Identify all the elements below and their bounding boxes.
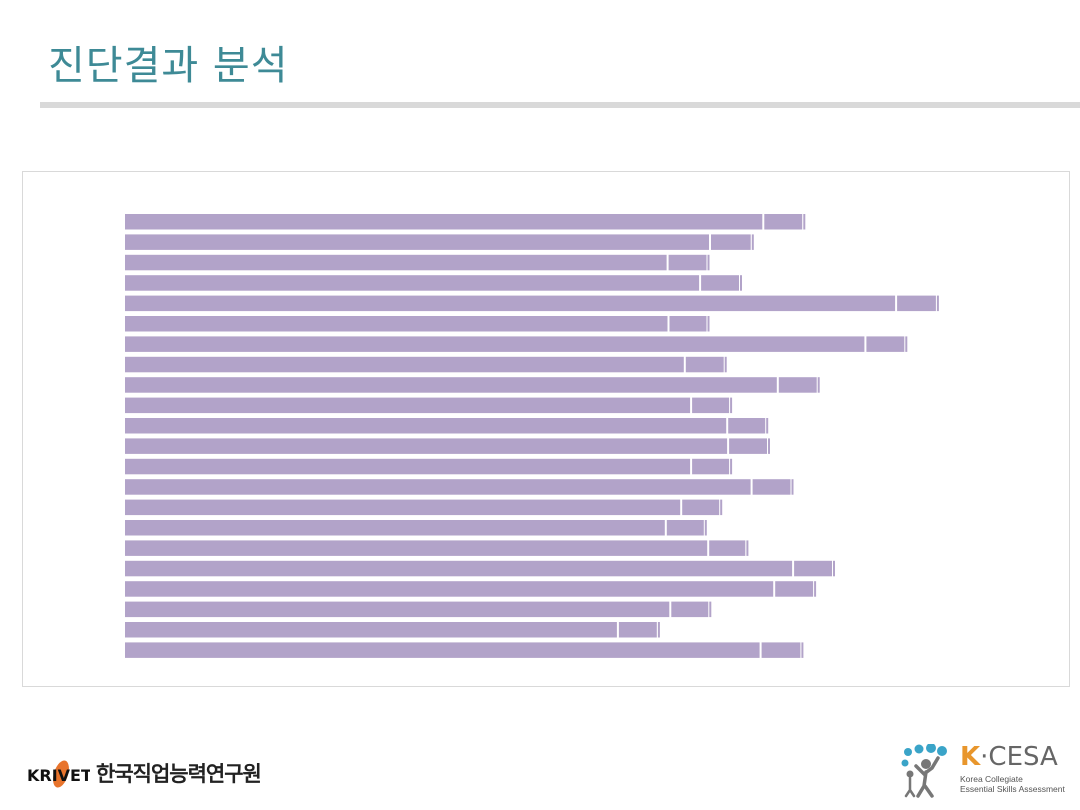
bar-row-10-segment-1	[125, 397, 691, 414]
bar-row-12-end-tick	[768, 438, 770, 454]
title-underline	[40, 102, 1080, 108]
bar-row-16-segment-1	[125, 520, 665, 536]
bar-row-15-segment-2	[682, 499, 720, 516]
bar-row-15-end-tick	[720, 499, 723, 516]
chart-frame	[22, 171, 1070, 687]
bar-row-8-end-tick	[724, 356, 727, 373]
bar-row-16-end-tick	[704, 520, 707, 536]
krivet-name: 한국직업능력연구원	[96, 762, 262, 786]
bar-row-14-segment-2	[752, 479, 791, 495]
bar-row-6-segment-1	[125, 316, 668, 332]
kcesa-name: K·CESA	[960, 744, 1058, 770]
krivet-logo: KRIVET	[27, 760, 90, 788]
bar-row-22-segment-1	[125, 642, 760, 658]
bar-row-2-segment-1	[125, 234, 709, 250]
bar-row-15-segment-1	[125, 499, 681, 516]
kcesa-footer: K·CESA Korea Collegiate Essential Skills…	[898, 742, 1073, 800]
bar-row-7-segment-2	[866, 336, 905, 352]
bar-row-2-end-tick	[751, 234, 754, 250]
bar-row-4-segment-1	[125, 275, 700, 291]
bar-row-3-end-tick	[707, 254, 710, 271]
bar-row-18-segment-2	[794, 560, 832, 577]
bar-row-20-segment-1	[125, 601, 670, 618]
bar-row-14-end-tick	[791, 479, 794, 495]
bar-row-17-end-tick	[746, 540, 749, 556]
bar-row-5-segment-2	[897, 295, 936, 312]
bar-row-6-segment-2	[669, 316, 707, 332]
kcesa-people-icon	[901, 744, 947, 798]
bar-row-13-segment-2	[692, 458, 730, 475]
bar-row-4-segment-2	[701, 275, 739, 291]
bar-row-19-segment-1	[125, 581, 774, 597]
bar-row-7-end-tick	[905, 336, 908, 352]
bar-row-12-segment-2	[729, 438, 767, 454]
bar-row-12-segment-1	[125, 438, 728, 454]
bar-row-21-segment-2	[618, 622, 657, 638]
bar-row-10-segment-2	[692, 397, 730, 414]
bar-row-1-segment-2	[764, 214, 803, 230]
bar-row-16-segment-2	[666, 520, 704, 536]
bar-row-13-end-tick	[730, 458, 733, 475]
bar-row-22-segment-2	[761, 642, 801, 658]
bar-row-20-end-tick	[709, 601, 712, 618]
page-title: 진단결과 분석	[48, 43, 289, 89]
bar-row-2-segment-2	[711, 234, 751, 250]
bar-row-10-end-tick	[730, 397, 733, 414]
bar-row-9-segment-2	[778, 377, 817, 393]
bar-chart	[125, 214, 939, 658]
bar-row-13-segment-1	[125, 458, 691, 475]
krivet-footer: KRIVET 한국직업능력연구원	[26, 755, 262, 791]
bar-row-8-segment-2	[685, 356, 724, 373]
bar-row-9-segment-1	[125, 377, 777, 393]
bar-row-17-segment-1	[125, 540, 708, 556]
bar-row-4-end-tick	[740, 275, 742, 291]
bar-row-7-segment-1	[125, 336, 865, 352]
kcesa-rest: ·CESA	[980, 742, 1058, 772]
bar-row-22-end-tick	[801, 642, 804, 658]
bar-row-5-end-tick	[936, 295, 939, 312]
bar-row-9-end-tick	[817, 377, 820, 393]
bar-row-5-segment-1	[125, 295, 896, 312]
bar-row-3-segment-1	[125, 254, 667, 271]
krivet-logo-text: KRIVET	[27, 766, 90, 785]
bar-row-21-segment-1	[125, 622, 617, 638]
bar-row-1-end-tick	[803, 214, 806, 230]
bar-row-11-segment-1	[125, 418, 727, 434]
bar-row-6-end-tick	[707, 316, 710, 332]
bar-row-17-segment-2	[709, 540, 746, 556]
bar-row-11-segment-2	[728, 418, 766, 434]
bar-row-14-segment-1	[125, 479, 751, 495]
kcesa-subtitle: Korea Collegiate Essential Skills Assess…	[960, 774, 1065, 794]
kcesa-subtitle-line2: Essential Skills Assessment	[960, 784, 1065, 794]
bar-row-1-segment-1	[125, 214, 763, 230]
bar-row-18-segment-1	[125, 560, 793, 577]
bar-row-20-segment-2	[671, 601, 709, 618]
bar-row-18-end-tick	[833, 560, 835, 577]
bar-row-19-end-tick	[814, 581, 817, 597]
kcesa-subtitle-line1: Korea Collegiate	[960, 774, 1023, 784]
bar-row-21-end-tick	[657, 622, 660, 638]
kcesa-k: K	[960, 742, 981, 772]
bar-row-11-end-tick	[766, 418, 769, 434]
bar-row-3-segment-2	[668, 254, 707, 271]
bar-row-19-segment-2	[775, 581, 814, 597]
bar-row-8-segment-1	[125, 356, 684, 373]
